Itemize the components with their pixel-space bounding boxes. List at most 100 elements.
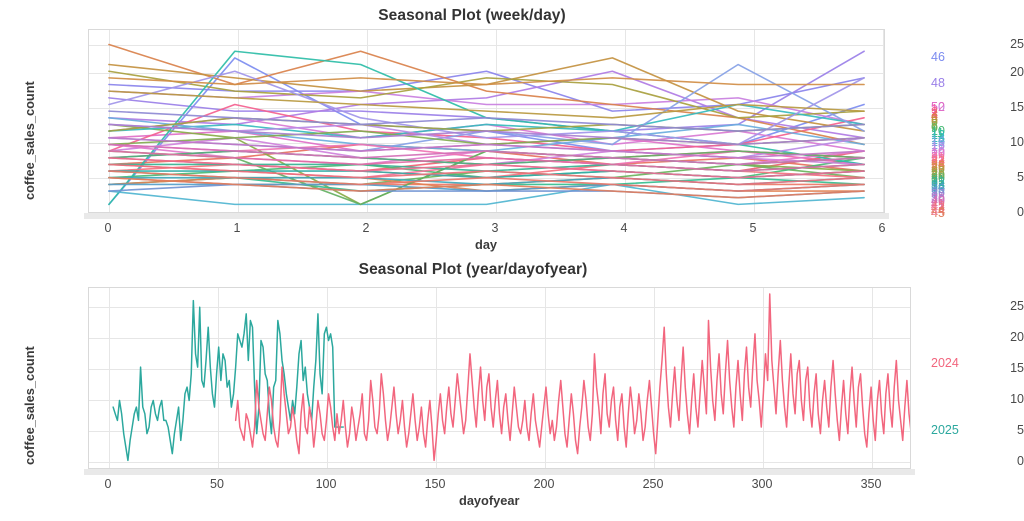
legend-item-year-2024[interactable]: 2024 bbox=[931, 356, 959, 370]
legend-item-week-41[interactable]: 41 bbox=[931, 196, 945, 211]
legend-item-week-12[interactable]: 12 bbox=[931, 128, 945, 143]
panel-1-ytick-20: 20 bbox=[1010, 65, 1024, 79]
panel-1-xtick-4: 4 bbox=[620, 221, 628, 235]
legend-item-week-31[interactable]: 31 bbox=[931, 173, 945, 187]
gridline-h bbox=[89, 462, 910, 463]
legend-item-week-46[interactable]: 46 bbox=[931, 50, 945, 64]
panel-2-xtick-300: 300 bbox=[751, 477, 773, 491]
gridline-v bbox=[327, 288, 328, 468]
gridline-h bbox=[89, 143, 884, 144]
legend-item-week-52[interactable]: 52 bbox=[931, 100, 945, 114]
panel-1-ytick-10: 10 bbox=[1010, 135, 1024, 149]
legend-item-week-23[interactable]: 23 bbox=[931, 154, 945, 169]
legend-item-week-26[interactable]: 26 bbox=[931, 161, 945, 176]
gridline-v bbox=[654, 288, 655, 468]
panel-2-xtick-150: 150 bbox=[424, 477, 446, 491]
panel-1-xtick-3: 3 bbox=[491, 221, 499, 235]
legend-item-week-32[interactable]: 32 bbox=[931, 175, 945, 190]
legend-item-week-9[interactable]: 9 bbox=[931, 121, 938, 136]
panel-1-xtick-6: 6 bbox=[878, 221, 886, 235]
legend-item-week-13[interactable]: 13 bbox=[931, 130, 945, 145]
panel-1-x-axis-baseline bbox=[84, 213, 889, 219]
legend-item-week-39[interactable]: 39 bbox=[931, 191, 945, 206]
legend-item-week-29[interactable]: 29 bbox=[931, 168, 945, 183]
panel-2-title: Seasonal Plot (year/dayofyear) bbox=[358, 261, 588, 278]
legend-item-week-1[interactable]: 1 bbox=[931, 102, 938, 117]
legend-item-week-20[interactable]: 20 bbox=[931, 147, 945, 162]
legend-item-week-14[interactable]: 14 bbox=[931, 133, 945, 147]
legend-item-week-10[interactable]: 10 bbox=[931, 123, 945, 138]
panel-1-series-lines bbox=[108, 43, 865, 206]
legend-item-week-28[interactable]: 28 bbox=[931, 166, 945, 180]
legend-item-week-44[interactable]: 44 bbox=[931, 203, 945, 218]
gridline-v bbox=[545, 288, 546, 468]
legend-item-week-15[interactable]: 15 bbox=[931, 135, 945, 150]
panel-1-plot-area bbox=[88, 29, 885, 213]
legend-item-week-50[interactable]: 50 bbox=[931, 100, 945, 114]
legend-item-week-22[interactable]: 22 bbox=[931, 151, 945, 166]
legend-item-week-4[interactable]: 4 bbox=[931, 109, 938, 124]
legend-item-year-2025[interactable]: 2025 bbox=[931, 423, 959, 437]
legend-item-week-21[interactable]: 21 bbox=[931, 149, 945, 164]
panel-2-plot-area bbox=[88, 287, 911, 469]
legend-item-week-17[interactable]: 17 bbox=[931, 140, 945, 154]
legend-item-week-11[interactable]: 11 bbox=[931, 125, 944, 140]
legend-item-week-43[interactable]: 43 bbox=[931, 201, 945, 216]
panel-1-ytick-25: 25 bbox=[1010, 37, 1024, 51]
gridline-h bbox=[89, 73, 884, 74]
gridline-h bbox=[89, 369, 910, 370]
legend-item-week-33[interactable]: 33 bbox=[931, 177, 945, 192]
panel-2-xtick-0: 0 bbox=[104, 477, 112, 491]
legend-item-week-30[interactable]: 30 bbox=[931, 170, 945, 185]
legend-item-week-45[interactable]: 45 bbox=[931, 206, 945, 220]
legend-item-week-40[interactable]: 40 bbox=[931, 194, 945, 209]
gridline-v bbox=[218, 288, 219, 468]
panel-2-x-axis-title: dayofyear bbox=[459, 493, 520, 508]
gridline-v bbox=[109, 30, 110, 212]
legend-item-week-37[interactable]: 37 bbox=[931, 187, 945, 202]
panel-2-ytick-5: 5 bbox=[1017, 423, 1024, 437]
legend-item-week-34[interactable]: 34 bbox=[931, 180, 945, 195]
panel-2-series-lines bbox=[112, 293, 910, 462]
panel-1-xtick-0: 0 bbox=[104, 221, 112, 235]
legend-item-week-2[interactable]: 2 bbox=[931, 104, 938, 119]
legend-item-week-3[interactable]: 3 bbox=[931, 107, 938, 122]
legend-item-week-last[interactable]: 3 bbox=[931, 204, 938, 218]
gridline-h bbox=[89, 431, 910, 432]
panel-1-xtick-1: 1 bbox=[233, 221, 241, 235]
panel-2-xtick-100: 100 bbox=[315, 477, 337, 491]
gridline-v bbox=[436, 288, 437, 468]
legend-item-week-16[interactable]: 16 bbox=[931, 137, 945, 152]
legend-item-week-5[interactable]: 5 bbox=[931, 111, 938, 126]
legend-item-week-6[interactable]: 6 bbox=[931, 114, 938, 129]
legend-item-week-38[interactable]: 38 bbox=[931, 189, 945, 204]
legend-item-week-24[interactable]: 24 bbox=[931, 156, 945, 171]
gridline-v bbox=[496, 30, 497, 212]
panel-2-ytick-15: 15 bbox=[1010, 361, 1024, 375]
panel-1-ytick-0: 0 bbox=[1017, 205, 1024, 219]
panel-2-ytick-20: 20 bbox=[1010, 330, 1024, 344]
gridline-h bbox=[89, 45, 884, 46]
gridline-v bbox=[625, 30, 626, 212]
legend-item-week-7[interactable]: 7 bbox=[931, 116, 938, 131]
legend-item-week-27[interactable]: 27 bbox=[931, 163, 945, 178]
legend-item-week-25[interactable]: 25 bbox=[931, 158, 945, 173]
gridline-v bbox=[238, 30, 239, 212]
panel-2-xtick-200: 200 bbox=[533, 477, 555, 491]
panel-1-xtick-5: 5 bbox=[749, 221, 757, 235]
legend-item-week-35[interactable]: 35 bbox=[931, 182, 945, 197]
legend-item-week-36[interactable]: 36 bbox=[931, 184, 945, 199]
panel-1-x-axis-title: day bbox=[475, 237, 498, 252]
legend-item-week-48[interactable]: 48 bbox=[931, 76, 945, 90]
gridline-v bbox=[367, 30, 368, 212]
legend-item-week-18[interactable]: 18 bbox=[931, 142, 945, 157]
legend-item-week-8[interactable]: 8 bbox=[931, 118, 938, 133]
legend-item-week-42[interactable]: 42 bbox=[931, 198, 945, 213]
panel-1-ytick-15: 15 bbox=[1010, 100, 1024, 114]
legend-item-week-19[interactable]: 19 bbox=[931, 144, 945, 159]
panel-seasonal-week-day: Seasonal Plot (week/day) coffee_sales_co… bbox=[0, 0, 1024, 260]
gridline-v bbox=[883, 30, 884, 212]
gridline-h bbox=[89, 400, 910, 401]
panel-1-xtick-2: 2 bbox=[362, 221, 370, 235]
